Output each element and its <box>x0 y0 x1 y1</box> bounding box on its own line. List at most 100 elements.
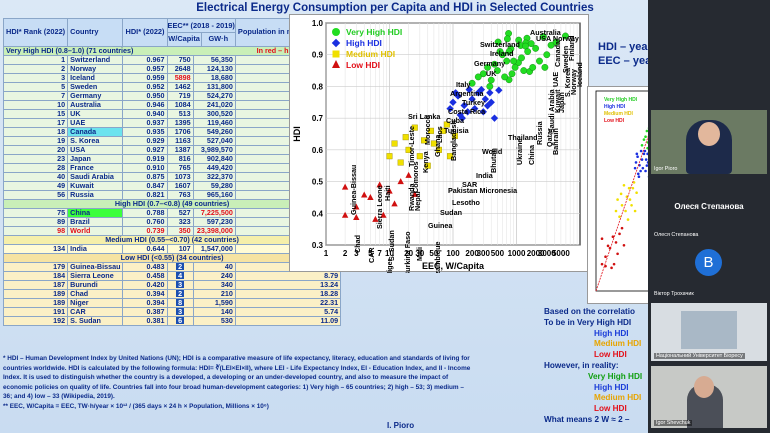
table-cell: 56 <box>2 190 69 200</box>
mini-data-point <box>619 192 623 196</box>
video-tile-viktor[interactable]: В Віктор Трохачик <box>651 243 767 299</box>
data-point-low <box>353 203 360 210</box>
data-point-medium <box>416 153 423 160</box>
data-point-high <box>477 85 486 94</box>
data-point-very-high <box>510 57 517 65</box>
country-annotation: S. Korea <box>563 67 572 97</box>
x-tick-label: 500 <box>491 249 505 258</box>
mini-data-point <box>624 209 627 213</box>
y-tick-label: 0.6 <box>312 146 324 155</box>
country-annotation: Morocco <box>423 114 432 145</box>
country-annotation: Thailand <box>508 133 538 142</box>
data-point-medium <box>424 162 431 169</box>
data-point-very-high <box>474 73 482 81</box>
hdi-table: HDI* Rank (2022) Country HDI* (2022) EEC… <box>2 18 342 326</box>
data-point-medium <box>411 124 418 131</box>
country-annotation: Italy <box>456 80 470 89</box>
video-tile-igor-shevchuk[interactable]: Igor Shevchuk <box>651 366 767 428</box>
x-tick-label: 1 <box>324 249 329 258</box>
y-tick-label: 0.5 <box>312 178 324 187</box>
mini-data-point <box>636 172 640 176</box>
country-annotation: Comoros <box>411 161 420 193</box>
video-tile-nubip[interactable]: Національний Університет Біоресу <box>651 303 767 361</box>
video-tile-igor-pioro[interactable]: Igor Pioro <box>651 110 767 174</box>
country-annotation: Nepal <box>413 191 422 211</box>
mini-trend-line <box>595 135 648 292</box>
data-point-very-high <box>524 48 532 55</box>
x-tick-label: 2000 <box>527 249 545 258</box>
country-annotation: Norway <box>569 69 578 95</box>
data-point-very-high <box>552 38 560 46</box>
country-annotation: Haiti <box>383 185 392 201</box>
speaker-face <box>694 376 714 398</box>
footnote-line: ** EEC, W/Capita = EEC, TW·h/year × 10¹²… <box>3 402 269 410</box>
table-cell: 3 <box>2 73 69 83</box>
correlation-line: Medium HDI <box>594 339 642 349</box>
data-point-very-high <box>493 67 501 74</box>
country-annotation: Kuwait <box>553 89 562 113</box>
data-point-very-high <box>479 70 487 78</box>
legend-label: Low HDI <box>346 60 380 70</box>
mini-data-point <box>614 209 618 213</box>
data-point-medium <box>391 140 398 147</box>
data-point-low <box>372 215 379 222</box>
country-annotation: Finland <box>567 35 576 61</box>
data-point-medium <box>440 127 447 134</box>
country-annotation: World <box>482 147 502 156</box>
room-video <box>681 311 737 349</box>
data-point-low <box>341 211 349 218</box>
mini-data-point <box>632 181 636 184</box>
mini-data-point <box>639 149 643 153</box>
eec-header-text: EEC** (2018 - 2019) <box>167 20 235 33</box>
mini-data-point <box>640 158 644 161</box>
data-point-very-high <box>536 57 543 65</box>
participant-name: Віктор Трохачик <box>654 291 694 297</box>
correlation-line: Low HDI <box>594 404 627 414</box>
mini-data-point <box>636 155 639 159</box>
eec-badge: 4 <box>176 271 185 280</box>
table-cell: 6 <box>166 316 194 326</box>
country-annotation: Pakistan Micronesia <box>448 186 518 195</box>
mini-legend-label: Medium HDI <box>604 111 634 117</box>
country-annotation: Rwanda <box>407 182 416 211</box>
country-annotation: Bhutan <box>489 148 498 173</box>
data-point-medium <box>451 132 458 139</box>
country-annotation: Bangladesh <box>449 120 458 161</box>
correlation-line: However, in reality: <box>544 360 619 370</box>
data-point-medium <box>430 140 437 147</box>
legend-label: High HDI <box>346 38 382 48</box>
mini-data-point <box>600 262 604 266</box>
mini-data-point <box>618 215 621 219</box>
data-point-high <box>463 108 472 116</box>
footnote-line: economic policies on quality of life. Co… <box>3 383 464 391</box>
correlation-line: Medium HDI <box>594 393 642 403</box>
header-gwh: GW·h <box>208 33 229 43</box>
mini-data-point <box>625 195 629 199</box>
scatter-chart: 0.3 0.4 0.5 0.6 0.7 0.8 0.9 1.0 1 2 3 5 7 10 20 30 50 100… <box>289 14 589 285</box>
data-point-medium <box>405 146 412 153</box>
legend-label: Very High HDI <box>346 27 402 37</box>
data-point-high <box>465 85 473 94</box>
mini-data-point <box>634 161 638 164</box>
data-point-high <box>490 114 499 122</box>
country-annotation: Germany <box>474 59 505 68</box>
mini-data-point <box>630 203 633 207</box>
avatar: В <box>695 249 722 276</box>
country-annotation: USA Norway <box>536 34 579 43</box>
country-annotation: Sudan <box>440 208 462 217</box>
data-point-very-high <box>468 79 476 87</box>
mini-data-point <box>606 244 610 248</box>
data-point-medium <box>421 137 428 144</box>
country-annotation: Iceland <box>575 62 584 87</box>
country-annotation: Mozambique <box>433 241 442 273</box>
mini-data-point <box>637 175 641 179</box>
header-country: Country <box>67 18 124 47</box>
mini-data-point <box>642 152 646 156</box>
video-tile-olesia[interactable]: Олеся Степанова Олеся Степанова <box>651 178 767 240</box>
data-point-very-high <box>529 64 537 71</box>
mini-data-point <box>644 158 648 161</box>
country-annotation: Costa Rica <box>448 107 486 116</box>
country-annotation: CAR <box>367 247 376 263</box>
eec-badge: 2 <box>176 289 185 298</box>
mini-legend-label: High HDI <box>604 104 626 110</box>
